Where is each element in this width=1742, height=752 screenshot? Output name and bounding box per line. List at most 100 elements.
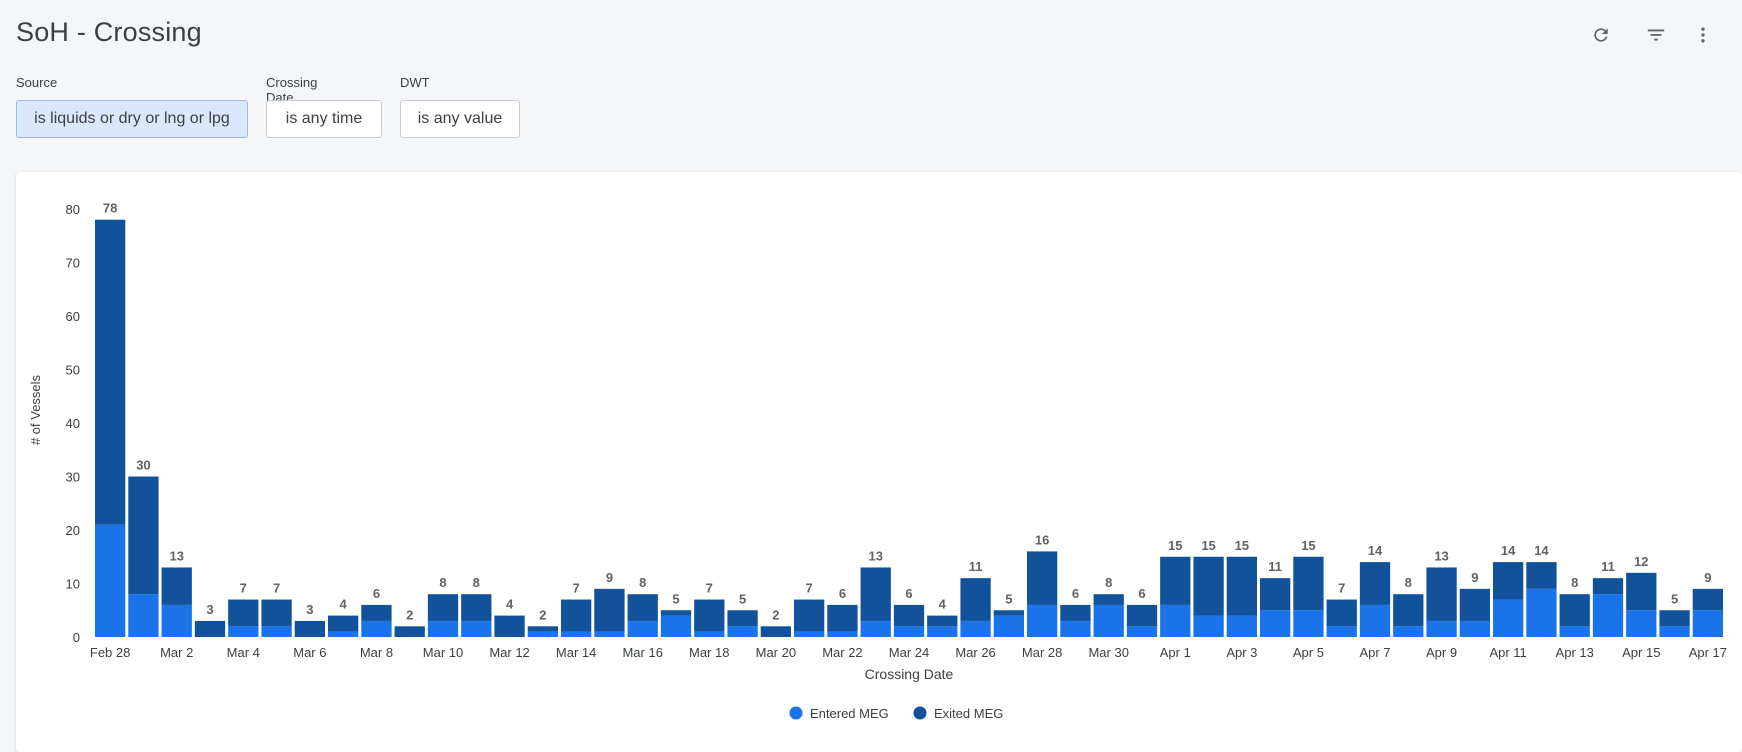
bar-exited-segment[interactable] [627, 594, 658, 621]
bar-entered-segment[interactable] [927, 626, 958, 637]
bar-entered-segment[interactable] [1060, 620, 1091, 637]
bar-entered-segment[interactable] [128, 594, 159, 637]
bar-exited-segment[interactable] [1459, 588, 1490, 621]
bar-entered-segment[interactable] [161, 604, 192, 637]
bar-exited-segment[interactable] [1526, 562, 1557, 589]
bar-exited-segment[interactable] [294, 620, 325, 637]
bar-exited-segment[interactable] [161, 567, 192, 605]
bar-entered-segment[interactable] [1226, 615, 1257, 637]
bar-entered-segment[interactable] [561, 631, 592, 637]
bar-exited-segment[interactable] [1426, 567, 1457, 621]
bar-exited-segment[interactable] [1126, 604, 1158, 627]
bar-exited-segment[interactable] [927, 615, 958, 627]
bar-exited-segment[interactable] [527, 626, 558, 632]
more-vert-icon[interactable] [1686, 18, 1720, 52]
bar-entered-segment[interactable] [1559, 626, 1590, 637]
bar-exited-segment[interactable] [1160, 556, 1191, 605]
bar-entered-segment[interactable] [361, 620, 392, 637]
bar-exited-segment[interactable] [1659, 610, 1690, 627]
bar-entered-segment[interactable] [1426, 620, 1457, 637]
bar-exited-segment[interactable] [128, 476, 159, 595]
filter-crossing-date-chip[interactable]: is any time [266, 100, 382, 138]
bar-entered-segment[interactable] [1659, 626, 1690, 637]
bar-entered-segment[interactable] [594, 631, 625, 637]
bar-entered-segment[interactable] [1326, 626, 1357, 637]
bar-exited-segment[interactable] [660, 610, 692, 616]
bar-exited-segment[interactable] [1193, 556, 1224, 616]
bar-exited-segment[interactable] [1326, 599, 1357, 627]
bar-entered-segment[interactable] [1126, 626, 1158, 637]
bar-entered-segment[interactable] [328, 631, 359, 637]
bar-entered-segment[interactable] [1393, 626, 1424, 637]
bar-entered-segment[interactable] [228, 626, 259, 637]
bar-exited-segment[interactable] [1692, 588, 1723, 611]
bar-exited-segment[interactable] [1626, 572, 1657, 611]
bar-exited-segment[interactable] [95, 219, 126, 525]
bar-exited-segment[interactable] [1093, 594, 1124, 605]
bar-exited-segment[interactable] [727, 610, 758, 627]
bar-entered-segment[interactable] [1160, 604, 1191, 637]
bar-exited-segment[interactable] [1559, 594, 1590, 627]
bar-entered-segment[interactable] [1193, 615, 1224, 637]
bar-entered-segment[interactable] [1592, 594, 1624, 637]
bar-exited-segment[interactable] [228, 599, 259, 627]
bar-exited-segment[interactable] [561, 599, 592, 632]
bar-entered-segment[interactable] [660, 615, 692, 637]
filter-dwt-chip[interactable]: is any value [400, 100, 520, 138]
bar-exited-segment[interactable] [893, 604, 925, 627]
bar-entered-segment[interactable] [1692, 610, 1723, 637]
filter-list-icon[interactable] [1639, 18, 1673, 52]
bar-entered-segment[interactable] [694, 631, 725, 637]
bar-exited-segment[interactable] [427, 594, 459, 621]
bar-entered-segment[interactable] [1493, 599, 1524, 637]
bar-exited-segment[interactable] [1226, 556, 1257, 616]
bar-exited-segment[interactable] [1393, 594, 1424, 627]
bar-entered-segment[interactable] [627, 620, 658, 637]
bar-entered-segment[interactable] [1260, 610, 1291, 637]
bar-exited-segment[interactable] [361, 604, 392, 621]
bar-entered-segment[interactable] [527, 631, 558, 637]
bar-entered-segment[interactable] [1526, 588, 1557, 637]
bar-exited-segment[interactable] [1293, 556, 1324, 611]
bar-exited-segment[interactable] [1060, 604, 1091, 621]
bar-entered-segment[interactable] [1027, 604, 1058, 637]
bar-exited-segment[interactable] [960, 578, 991, 621]
bar-entered-segment[interactable] [960, 620, 991, 637]
bar-exited-segment[interactable] [1027, 551, 1058, 605]
legend-label-exited[interactable]: Exited MEG [934, 706, 1003, 721]
bar-exited-segment[interactable] [694, 599, 725, 632]
bar-exited-segment[interactable] [860, 567, 891, 621]
bar-entered-segment[interactable] [1093, 604, 1124, 637]
bar-entered-segment[interactable] [1626, 610, 1657, 637]
bar-entered-segment[interactable] [727, 626, 758, 637]
bar-exited-segment[interactable] [1359, 562, 1391, 605]
bar-exited-segment[interactable] [328, 615, 359, 632]
bar-entered-segment[interactable] [893, 626, 925, 637]
bar-exited-segment[interactable] [1592, 578, 1624, 595]
bar-exited-segment[interactable] [494, 615, 525, 637]
bar-entered-segment[interactable] [860, 620, 891, 637]
bar-entered-segment[interactable] [993, 615, 1024, 637]
bar-entered-segment[interactable] [827, 631, 858, 637]
bar-exited-segment[interactable] [1493, 562, 1524, 600]
bar-entered-segment[interactable] [794, 631, 825, 637]
refresh-icon[interactable] [1584, 18, 1618, 52]
bar-exited-segment[interactable] [261, 599, 292, 627]
bar-exited-segment[interactable] [827, 604, 858, 632]
bar-exited-segment[interactable] [394, 626, 425, 637]
bar-exited-segment[interactable] [794, 599, 825, 632]
filter-source-chip[interactable]: is liquids or dry or lng or lpg [16, 100, 248, 138]
legend-label-entered[interactable]: Entered MEG [810, 706, 889, 721]
bar-entered-segment[interactable] [461, 620, 492, 637]
bar-exited-segment[interactable] [594, 588, 625, 632]
bar-entered-segment[interactable] [95, 524, 126, 637]
bar-exited-segment[interactable] [993, 610, 1024, 616]
bar-exited-segment[interactable] [1260, 578, 1291, 611]
bar-exited-segment[interactable] [194, 620, 226, 637]
bar-entered-segment[interactable] [1459, 620, 1490, 637]
bar-entered-segment[interactable] [1359, 604, 1391, 637]
bar-entered-segment[interactable] [1293, 610, 1324, 637]
bar-exited-segment[interactable] [760, 626, 791, 637]
bar-entered-segment[interactable] [261, 626, 292, 637]
bar-exited-segment[interactable] [461, 594, 492, 621]
